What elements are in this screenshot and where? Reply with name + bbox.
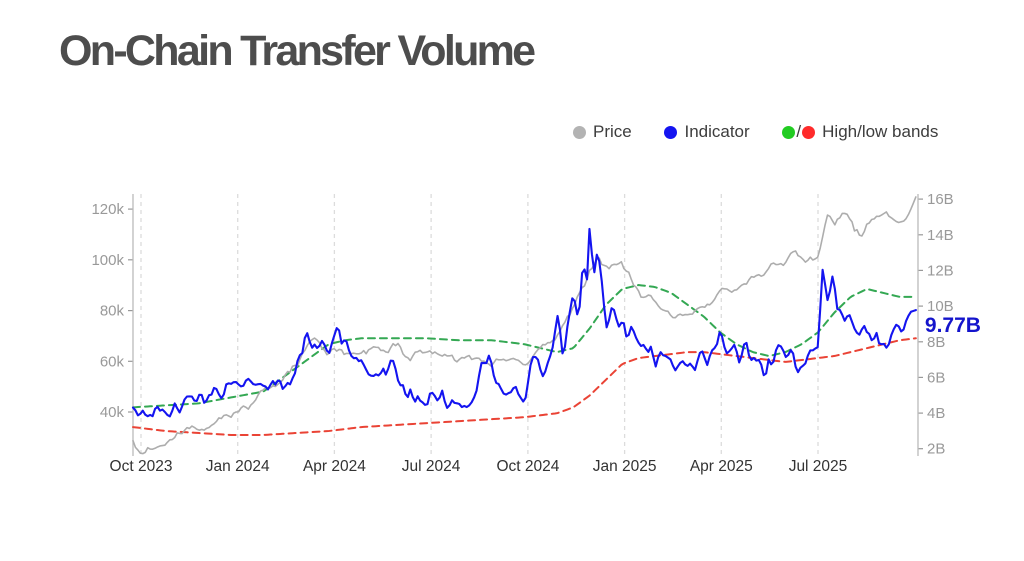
svg-text:Jan 2024: Jan 2024 (206, 458, 270, 475)
svg-text:Jan 2025: Jan 2025 (593, 458, 657, 475)
svg-text:10B: 10B (927, 298, 954, 315)
svg-text:40k: 40k (100, 404, 125, 421)
svg-text:60k: 60k (100, 353, 125, 370)
svg-text:Jul 2024: Jul 2024 (402, 458, 461, 475)
svg-text:4B: 4B (927, 405, 945, 422)
svg-text:Apr 2024: Apr 2024 (303, 458, 366, 475)
svg-text:80k: 80k (100, 303, 125, 320)
svg-text:9.77B: 9.77B (925, 314, 981, 337)
svg-text:Apr 2025: Apr 2025 (690, 458, 753, 475)
svg-text:12B: 12B (927, 262, 954, 279)
svg-text:Jul 2025: Jul 2025 (789, 458, 848, 475)
svg-text:Oct 2024: Oct 2024 (496, 458, 559, 475)
svg-text:6B: 6B (927, 369, 945, 386)
svg-text:120k: 120k (91, 201, 124, 218)
svg-text:100k: 100k (91, 252, 124, 269)
svg-text:16B: 16B (927, 191, 954, 208)
svg-text:14B: 14B (927, 227, 954, 244)
svg-text:Oct 2023: Oct 2023 (110, 458, 173, 475)
svg-text:2B: 2B (927, 441, 945, 458)
